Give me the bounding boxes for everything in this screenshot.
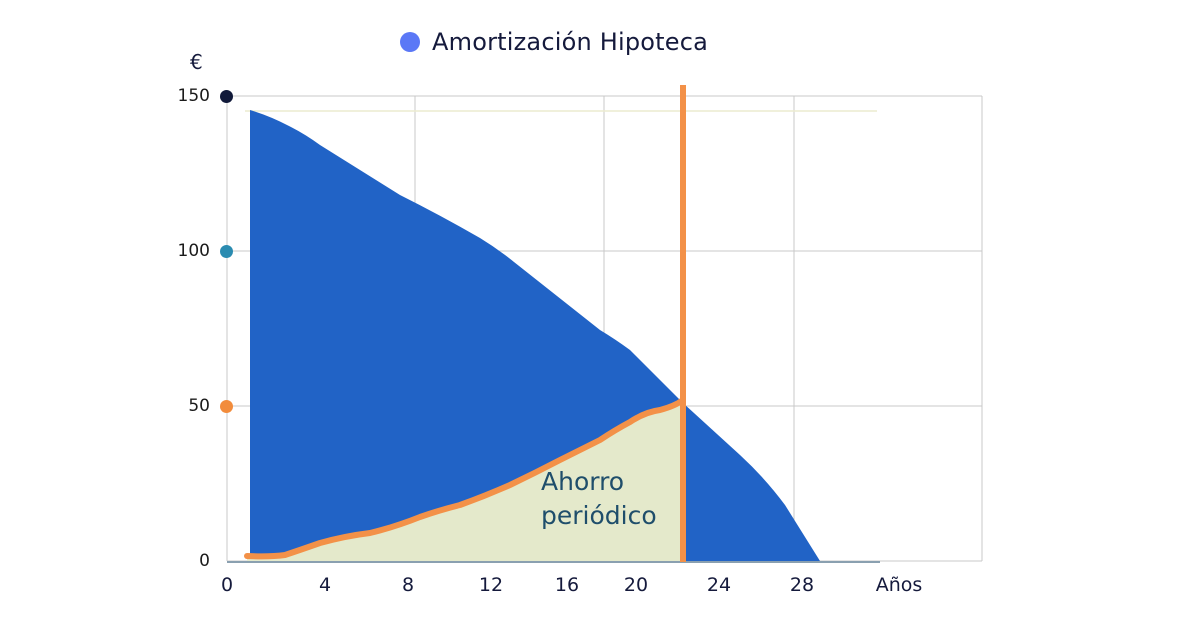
savings-line [244,397,686,560]
x-tick-20: 20 [623,574,649,596]
savings-area [247,400,683,561]
savings-annotation: Ahorro periódico [541,465,657,533]
x-tick-8: 8 [401,574,415,596]
y-tick-100: 100 [177,241,210,261]
y-tick-150: 150 [177,86,210,106]
y-tick-150-dot-icon [220,90,233,103]
x-tick-24: 24 [706,574,732,596]
x-tick-4: 4 [318,574,332,596]
y-tick-50-dot-icon [220,400,233,413]
y-tick-0: 0 [199,551,210,571]
x-tick-0: 0 [220,574,234,596]
annotation-line-1: Ahorro [541,467,625,496]
y-tick-50: 50 [188,396,210,416]
legend-label: Amortización Hipoteca [432,28,709,56]
x-tick-28: 28 [789,574,815,596]
annotation-line-2: periódico [541,501,657,530]
chart-legend: Amortización Hipoteca [400,28,708,56]
x-axis-unit-label: Años [875,574,923,596]
y-tick-100-dot-icon [220,245,233,258]
y-axis-unit: € [190,50,203,74]
legend-dot-icon [400,32,420,52]
x-tick-16: 16 [554,574,580,596]
x-tick-12: 12 [478,574,504,596]
